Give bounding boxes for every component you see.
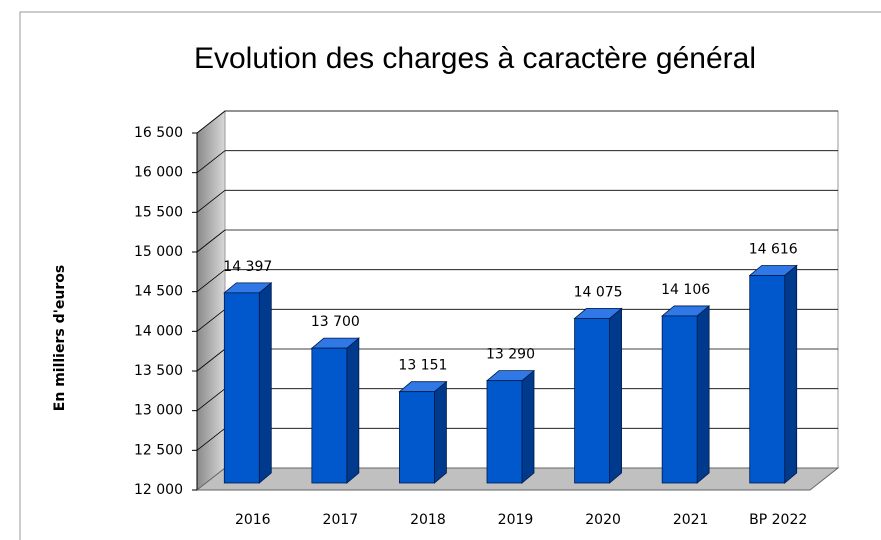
bar-side — [609, 307, 622, 484]
bar — [661, 315, 698, 484]
grid-line — [196, 269, 226, 292]
x-tick-label: 2016 — [235, 512, 271, 528]
value-label: 14 397 — [223, 259, 272, 275]
value-label: 13 151 — [398, 358, 447, 374]
y-tick-label: 12 500 — [134, 442, 183, 458]
grid-line — [196, 110, 226, 134]
frame — [19, 11, 881, 540]
bar-side — [434, 380, 447, 484]
y-tick-label: 13 000 — [134, 403, 183, 419]
bar — [574, 317, 610, 484]
bar — [311, 347, 348, 484]
bar-side — [696, 305, 710, 484]
y-tick-label: 13 500 — [134, 363, 183, 379]
y-tick-label: 16 500 — [134, 125, 183, 141]
bar — [399, 391, 435, 484]
bar — [486, 380, 523, 484]
grid-line — [196, 309, 226, 332]
y-tick-label: 15 500 — [134, 204, 183, 220]
bar-side — [258, 281, 272, 484]
bar — [749, 275, 786, 484]
bar-side — [346, 337, 360, 484]
grid-line — [196, 388, 226, 411]
value-label: 13 290 — [486, 347, 535, 363]
x-tick-label: 2018 — [410, 512, 446, 528]
x-tick-label: BP 2022 — [749, 512, 807, 528]
y-tick-label: 16 000 — [134, 165, 183, 181]
y-axis-label: En milliers d'euros — [52, 265, 68, 411]
x-tick-label: 2020 — [585, 512, 621, 528]
value-label: 13 700 — [311, 314, 360, 330]
value-label: 14 106 — [661, 282, 710, 298]
x-tick-label: 2019 — [498, 512, 534, 528]
grid-line — [196, 428, 226, 451]
y-tick-label: 14 000 — [134, 323, 183, 339]
bar — [223, 292, 260, 484]
bar-side — [784, 264, 798, 484]
grid-line — [196, 229, 226, 253]
y-tick-label: 15 000 — [134, 244, 183, 260]
value-label: 14 075 — [574, 284, 623, 300]
chart-title: Evolution des charges à caractère généra… — [194, 42, 756, 75]
grid-line — [196, 348, 226, 372]
y-tick-label: 12 000 — [134, 482, 183, 498]
side-wall — [196, 109, 226, 492]
x-tick-label: 2021 — [673, 512, 709, 528]
bar-side — [521, 369, 535, 484]
value-label: 14 616 — [749, 241, 798, 257]
x-tick-label: 2017 — [323, 512, 359, 528]
grid-line — [196, 190, 226, 213]
y-tick-label: 14 500 — [134, 284, 183, 300]
grid-line — [196, 150, 226, 173]
